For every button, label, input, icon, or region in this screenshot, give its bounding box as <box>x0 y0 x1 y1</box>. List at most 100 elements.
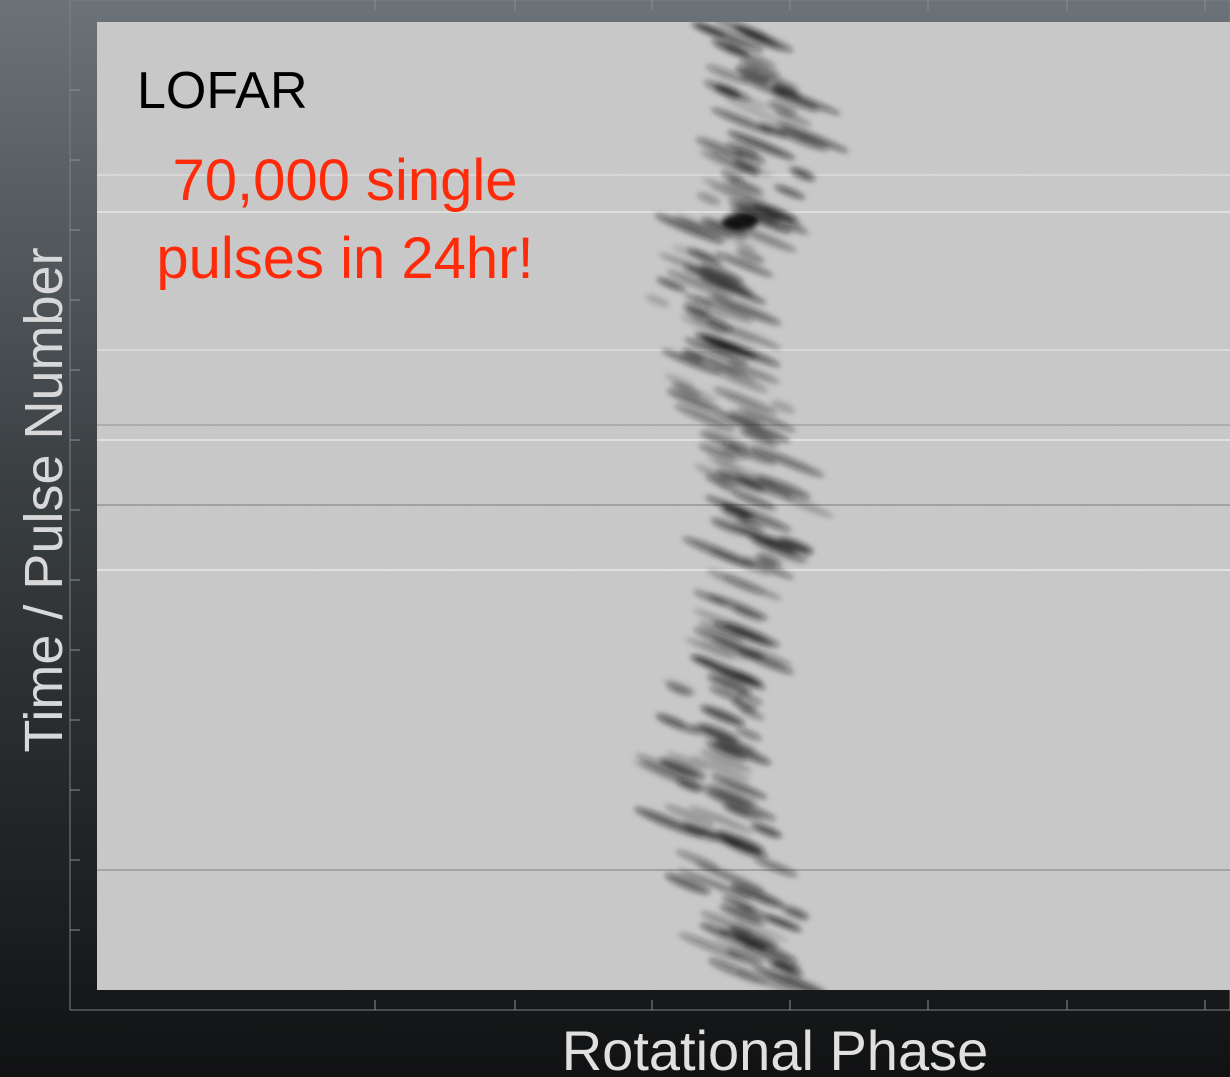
pulse-streak <box>725 949 763 966</box>
pulse-streak <box>772 960 797 972</box>
pulse-streak <box>722 214 758 230</box>
pulse-streak <box>723 575 782 600</box>
pulse-streak <box>732 699 757 712</box>
pulse-streak <box>714 252 774 277</box>
pulse-streak <box>739 428 779 447</box>
pulse-streak <box>697 193 721 205</box>
pulse-streak <box>710 518 747 535</box>
pulse-streak <box>762 208 804 228</box>
pulse-streak <box>731 607 763 622</box>
pulse-streak <box>730 884 786 908</box>
pulse-streak <box>752 540 805 564</box>
pulse-streak <box>737 407 796 432</box>
pulse-streak <box>775 110 812 127</box>
pulse-streak <box>787 165 812 178</box>
pulse-streak <box>735 728 762 741</box>
pulse-streak <box>735 66 771 83</box>
pulse-streak <box>736 692 763 705</box>
pulse-streak <box>707 742 748 761</box>
pulse-streak <box>784 974 828 990</box>
pulse-streak <box>716 830 765 852</box>
pulse-streak <box>736 649 794 674</box>
pulse-streak <box>654 712 687 729</box>
axes-frame <box>69 0 1230 1011</box>
pulse-streak <box>736 474 794 500</box>
pulse-streak <box>675 850 719 869</box>
pulse-streak <box>705 64 748 84</box>
pulse-streak <box>755 976 799 990</box>
pulse-streak <box>694 296 754 323</box>
pulse-streak <box>724 45 777 68</box>
pulse-streak <box>666 270 732 298</box>
pulse-streak <box>750 648 792 667</box>
annotation-line: 70,000 single <box>172 148 517 213</box>
pulse-streak <box>730 207 791 234</box>
pulse-streak <box>753 966 829 990</box>
pulse-streak <box>712 368 768 392</box>
pulse-streak <box>771 89 819 112</box>
pulse-streak <box>674 404 736 431</box>
pulse-streak <box>704 427 750 447</box>
pulse-streak <box>734 148 766 164</box>
pulse-streak <box>721 505 751 521</box>
pulse-streak <box>724 840 761 857</box>
pulse-streak <box>741 31 784 50</box>
pulse-streak <box>728 410 764 427</box>
pulse-streak <box>736 517 766 532</box>
pulse-streak <box>719 904 765 925</box>
pulse-streak <box>733 918 789 942</box>
pulse-streak <box>676 779 702 792</box>
pulse-streak <box>666 389 722 413</box>
pulse-streak <box>698 621 744 641</box>
pulse-streak <box>778 537 814 554</box>
pulse-streak <box>688 805 754 834</box>
figure-label: LOFAR <box>137 62 308 120</box>
pulse-streak <box>725 442 777 465</box>
pulse-streak <box>704 790 776 821</box>
pulse-streak <box>729 926 778 949</box>
pulse-streak <box>716 411 791 443</box>
pulse-streak <box>735 248 765 264</box>
pulse-streak <box>767 100 797 116</box>
pulse-streak <box>679 315 725 336</box>
pulse-streak <box>698 275 767 304</box>
pulse-streak <box>756 475 811 499</box>
pulse-streak <box>754 857 798 877</box>
pulse-streak <box>661 349 721 375</box>
pulse-streak <box>664 373 696 388</box>
pulse-streak <box>782 906 809 920</box>
y-axis-label: Time / Pulse Number <box>14 247 74 752</box>
annotation-line: pulses in 24hr! <box>156 226 533 291</box>
pulse-streak <box>727 361 780 384</box>
pulse-streak <box>711 108 774 135</box>
pulse-streak <box>698 444 738 461</box>
pulse-streak <box>750 446 825 477</box>
pulse-streak <box>707 784 757 806</box>
pulse-streak <box>763 75 799 92</box>
pulse-streak <box>716 484 774 509</box>
pulse-streak <box>678 869 751 900</box>
pulse-streak <box>713 338 781 367</box>
pulse-streak <box>638 760 711 791</box>
pulse-streak <box>635 753 696 779</box>
pulse-streak <box>712 666 766 690</box>
pulse-streak <box>716 322 782 350</box>
pulse-streak <box>733 240 756 251</box>
rfi-lines <box>97 174 1230 871</box>
pulse-streak <box>727 131 796 160</box>
pulse-streak <box>689 755 751 782</box>
pulse-streak <box>722 180 767 201</box>
pulse-stack <box>633 22 849 990</box>
pulse-streak <box>701 218 748 239</box>
pulse-streak <box>714 740 772 765</box>
pulse-streak <box>708 773 769 799</box>
pulse-streak <box>664 804 715 827</box>
pulse-streak <box>684 338 749 365</box>
pulse-streak <box>735 203 809 235</box>
pulse-streak <box>742 557 795 579</box>
pulse-streak <box>699 749 753 773</box>
pulse-streak <box>663 678 697 695</box>
pulse-streak <box>704 359 757 382</box>
